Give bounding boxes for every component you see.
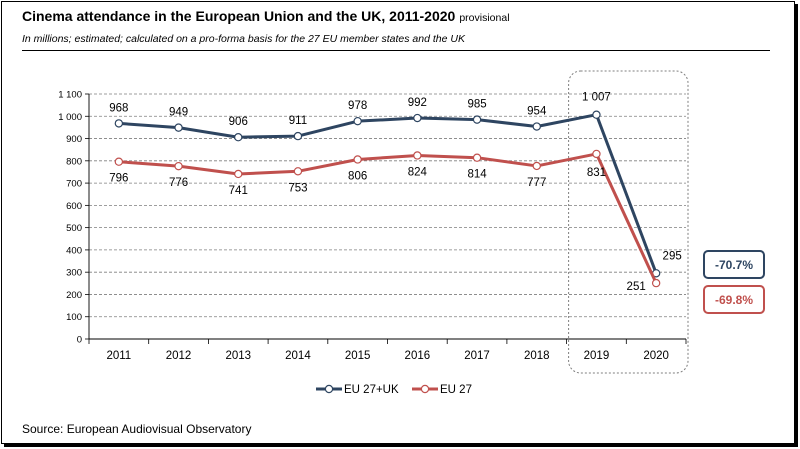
data-point <box>353 116 362 126</box>
data-point <box>174 123 183 132</box>
data-label: 295 <box>663 250 682 262</box>
chart-subtitle: In millions; estimated; calculated on a … <box>22 33 465 45</box>
highlight-rect <box>568 70 689 374</box>
data-point <box>293 167 303 176</box>
x-tick-label: 2015 <box>345 350 371 362</box>
data-label: 831 <box>587 167 606 179</box>
data-label: 954 <box>527 106 547 118</box>
series-line-1 <box>118 152 658 284</box>
data-point <box>234 169 243 179</box>
title-text: Cinema attendance in the European Union … <box>22 8 456 24</box>
change-badges: -70.7% -69.8% <box>703 250 765 314</box>
title-provisional-note: provisional <box>459 12 510 24</box>
data-label: 968 <box>109 102 128 114</box>
change-badge-box <box>703 250 765 279</box>
data-point <box>293 131 303 141</box>
change-badge-label: -69.8% <box>715 293 753 307</box>
y-tick-label: 1 000 <box>58 112 82 123</box>
data-label: 992 <box>408 97 427 109</box>
data-point <box>592 110 601 119</box>
legend-marker <box>420 384 430 394</box>
data-labels: 968 949 906 911 978 992 985 954 1 007 295 796 776 74… <box>109 92 681 293</box>
data-label: 814 <box>467 169 487 181</box>
data-label: 251 <box>627 281 646 293</box>
y-tick-label: 100 <box>66 312 82 323</box>
data-label: 985 <box>467 99 486 111</box>
y-tick-label: 200 <box>66 290 82 301</box>
y-tick-label: 900 <box>66 134 82 145</box>
data-point <box>234 133 243 142</box>
chart-frame <box>1 1 795 444</box>
data-point <box>114 119 124 128</box>
data-point <box>114 157 124 166</box>
data-label: 806 <box>348 170 367 182</box>
chart-title: Cinema attendance in the European Union … <box>22 8 510 24</box>
data-point <box>174 161 183 171</box>
y-tick-label: 0 <box>77 335 82 346</box>
y-tick-label: 500 <box>66 223 82 234</box>
data-label: 978 <box>348 100 367 112</box>
x-tick-label: 2017 <box>464 350 490 362</box>
change-badge-label: -70.7% <box>715 258 753 272</box>
y-tick-label: 600 <box>66 201 82 212</box>
data-point <box>472 115 482 124</box>
x-tick-label: 2019 <box>584 350 610 362</box>
data-label: 796 <box>109 173 128 185</box>
axes: 0 100 200 300 400 500 600 700 800 900 1 000 1 100 20… <box>58 90 687 362</box>
source-note: Source: European Audiovisual Observatory <box>22 422 252 436</box>
series-lines <box>114 110 661 288</box>
title-divider <box>22 50 770 51</box>
data-label: 741 <box>229 185 248 197</box>
y-tick-label: 800 <box>66 156 82 167</box>
x-tick-label: 2014 <box>285 350 311 362</box>
data-label: 1 007 <box>582 92 611 104</box>
legend-marker <box>324 384 334 394</box>
y-tick-label: 700 <box>66 179 82 190</box>
data-point <box>353 155 362 164</box>
x-tick-label: 2012 <box>166 350 192 362</box>
legend-label: EU 27+UK <box>344 384 399 396</box>
data-point <box>413 151 422 160</box>
series-line-0 <box>118 113 658 274</box>
data-label: 824 <box>408 166 428 178</box>
y-tick-label: 1 100 <box>58 90 82 101</box>
legend: EU 27+UK EU 27 <box>316 384 472 396</box>
data-point <box>592 149 601 159</box>
x-tick-label: 2016 <box>405 350 431 362</box>
x-tick-label: 2020 <box>643 350 669 362</box>
data-label: 777 <box>527 177 546 189</box>
data-label: 911 <box>289 115 307 127</box>
x-tick-label: 2018 <box>524 350 550 362</box>
data-point <box>413 113 422 123</box>
highlight-box <box>568 70 689 374</box>
x-tick-label: 2011 <box>106 350 131 362</box>
data-label: 753 <box>288 182 307 194</box>
data-point <box>472 153 482 162</box>
y-tick-label: 400 <box>66 245 82 256</box>
x-tick-label: 2013 <box>225 350 251 362</box>
legend-label: EU 27 <box>440 384 472 396</box>
data-label: 949 <box>169 107 188 119</box>
y-tick-label: 300 <box>66 268 82 279</box>
data-label: 776 <box>169 177 188 189</box>
data-point <box>532 122 541 131</box>
data-label: 906 <box>229 116 248 128</box>
data-point <box>651 278 661 288</box>
data-point <box>532 161 541 171</box>
change-badge-box <box>703 285 765 314</box>
